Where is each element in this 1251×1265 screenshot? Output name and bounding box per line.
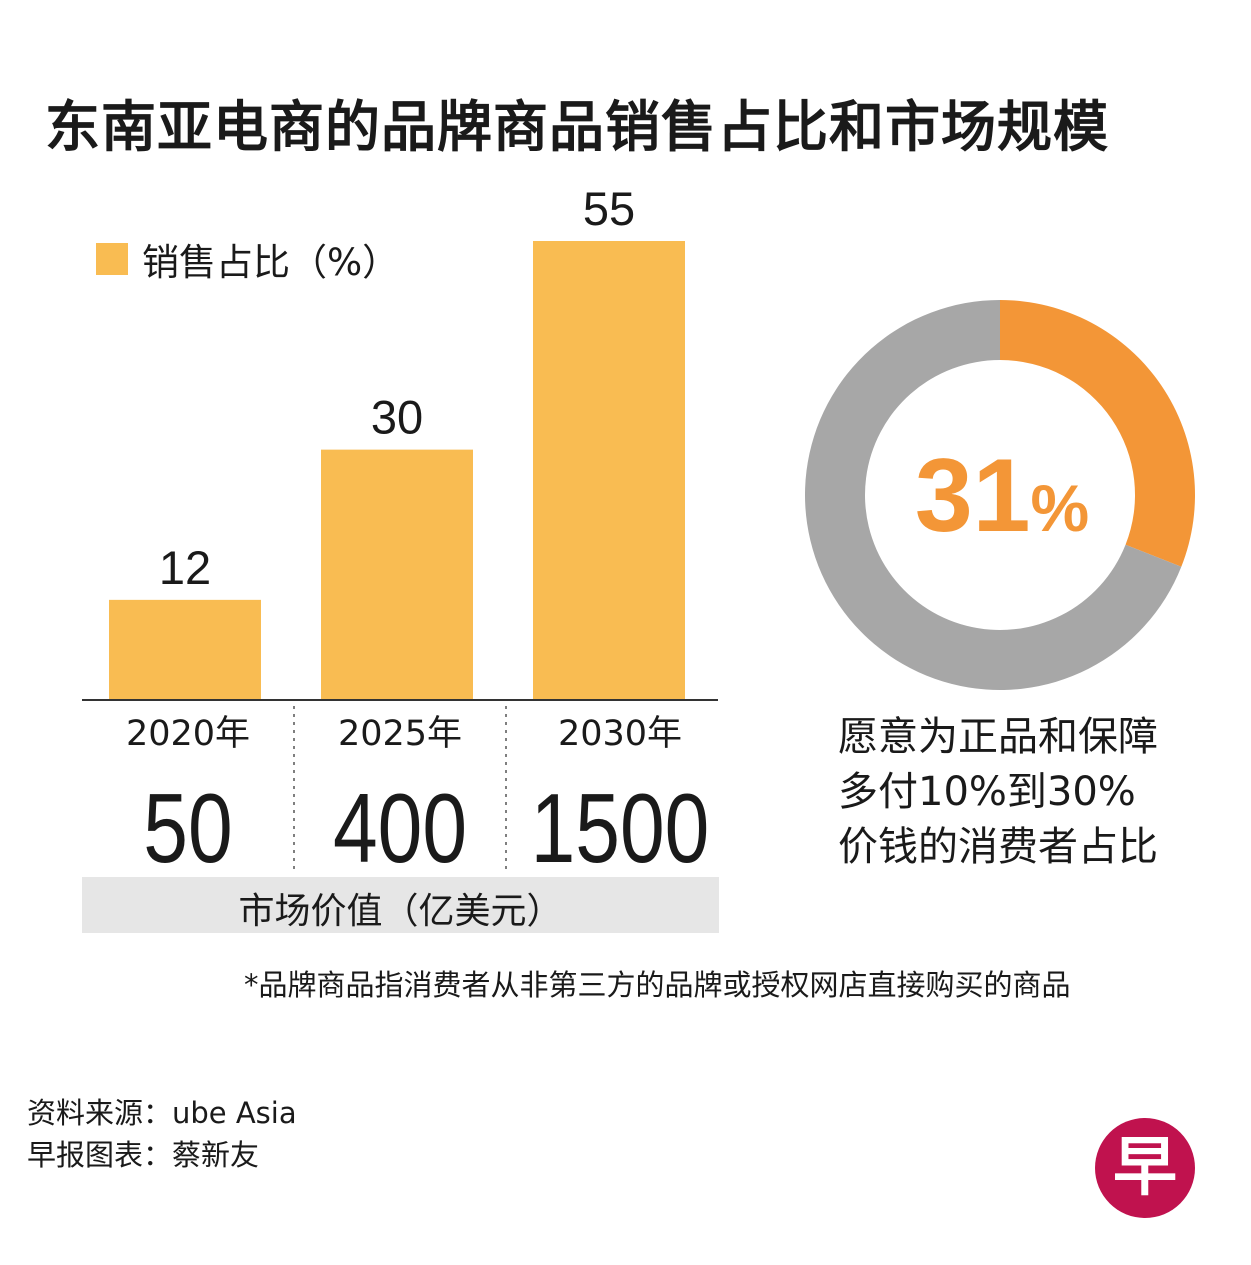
market-value-number: 50 [143, 773, 232, 882]
bar-value-label: 55 [583, 182, 635, 235]
bar-2020年 [109, 599, 261, 700]
x-tick-label: 2020年 [126, 714, 250, 754]
page-title: 东南亚电商的品牌商品销售占比和市场规模 [45, 95, 1110, 159]
bar-value-label: 12 [159, 541, 211, 594]
market-value-number: 400 [333, 773, 467, 882]
bar-value-label: 30 [371, 391, 423, 444]
legend-swatch-icon [96, 243, 128, 275]
market-value-band [82, 877, 719, 933]
donut-center-unit: % [1031, 471, 1090, 545]
x-tick-label: 2025年 [338, 714, 462, 754]
market-value-number: 1500 [531, 773, 710, 882]
zaobao-logo-icon: 早 [1095, 1118, 1195, 1218]
donut-caption: 愿意为正品和保障 多付10%到30% 价钱的消费者占比 [838, 710, 1158, 875]
chart-legend: 销售占比（%） [96, 232, 399, 286]
bar-2025年 [321, 449, 473, 700]
source-line: 资料来源：ube Asia [27, 1096, 297, 1130]
donut-slice-highlight [1000, 300, 1195, 567]
footnote: *品牌商品指消费者从非第三方的品牌或授权网店直接购买的商品 [244, 968, 1071, 1002]
credit-line: 早报图表：蔡新友 [27, 1138, 260, 1172]
legend-label: 销售占比（%） [142, 241, 400, 284]
donut-slice-rest [805, 300, 1182, 690]
donut-caption-line: 多付10%到30% [838, 769, 1136, 815]
source-credits: 资料来源：ube Asia 早报图表：蔡新友 [27, 1092, 297, 1176]
x-tick-label: 2030年 [558, 714, 682, 754]
bar-chart: 12 2020年 50 30 2025年 400 55 2030年 1500 [82, 182, 718, 883]
market-value-label: 市场价值（亿美元） [238, 891, 563, 932]
bar-2030年 [533, 241, 685, 700]
donut-caption-line: 愿意为正品和保障 [838, 714, 1158, 760]
donut-chart: 31% [805, 300, 1195, 690]
donut-caption-line: 价钱的消费者占比 [838, 824, 1158, 870]
donut-center-number: 31 [915, 438, 1031, 554]
logo-char: 早 [1113, 1131, 1177, 1205]
donut-center-label: 31% [915, 438, 1089, 554]
